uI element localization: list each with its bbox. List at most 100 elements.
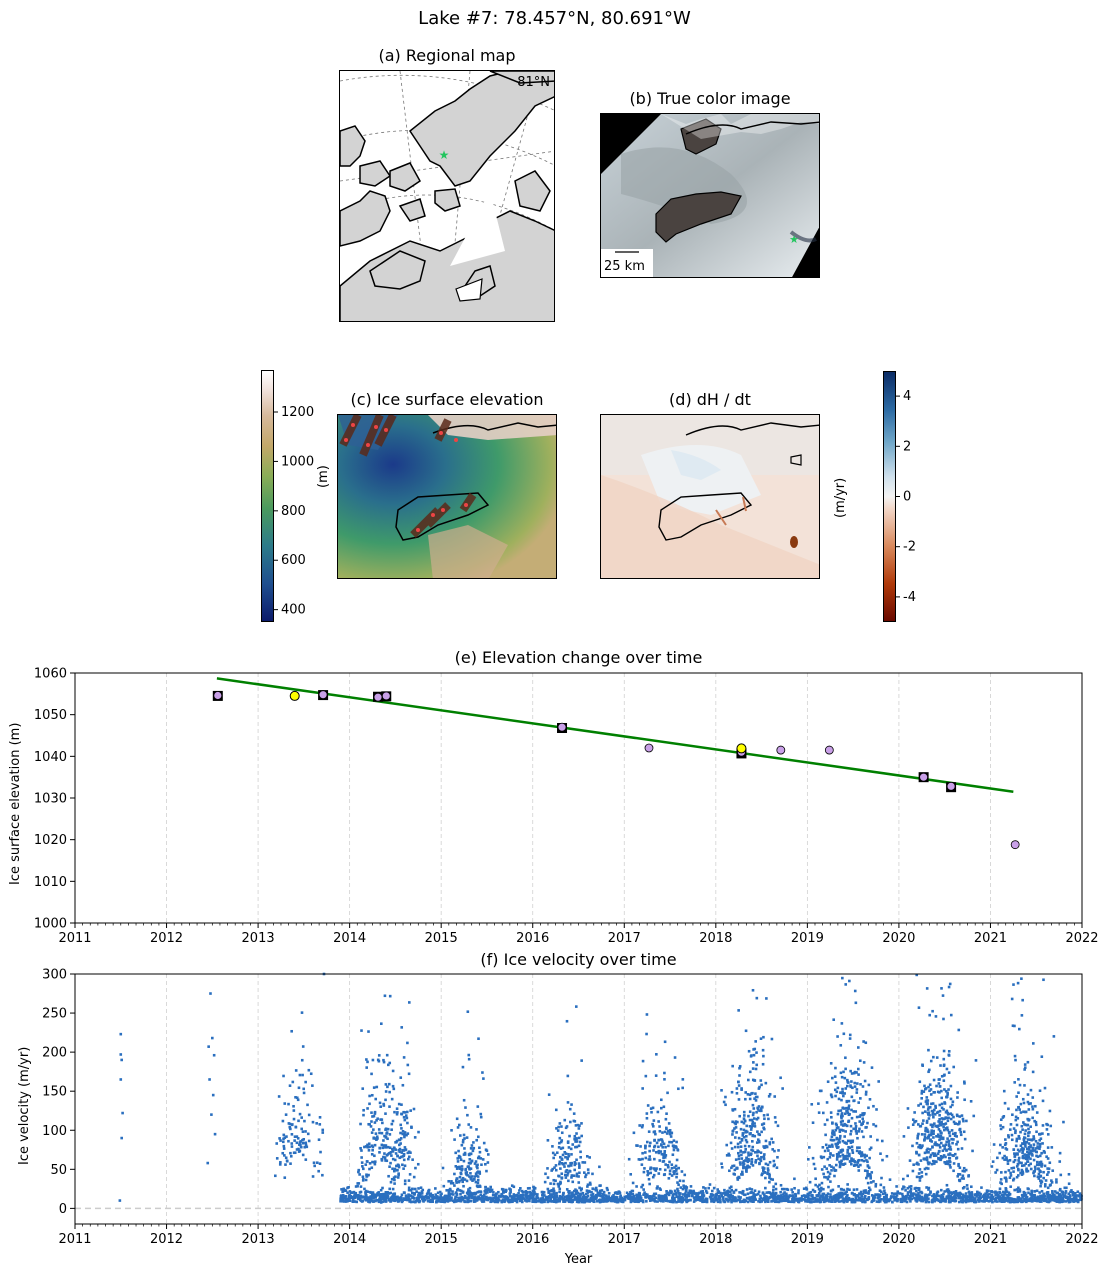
velocity-point <box>812 1162 816 1166</box>
chart-e-ylabel: Ice surface elevation (m) <box>8 722 23 885</box>
velocity-point <box>775 1166 779 1169</box>
velocity-point <box>667 1177 671 1180</box>
velocity-point <box>664 1145 667 1149</box>
velocity-point <box>598 1189 602 1193</box>
velocity-point <box>571 1198 575 1202</box>
velocity-point <box>939 1064 942 1067</box>
velocity-point <box>867 1106 870 1110</box>
velocity-point <box>390 1198 394 1201</box>
velocity-point <box>465 1179 469 1183</box>
velocity-point <box>1030 1189 1033 1193</box>
velocity-point <box>470 1177 473 1181</box>
velocity-point <box>958 1166 962 1170</box>
velocity-point <box>721 1196 725 1200</box>
velocity-point <box>931 1123 935 1127</box>
velocity-point <box>740 1087 743 1090</box>
velocity-point <box>392 1199 396 1202</box>
velocity-point <box>863 1156 867 1159</box>
velocity-point <box>478 1185 482 1188</box>
velocity-point <box>469 1167 473 1170</box>
velocity-point <box>457 1149 460 1153</box>
velocity-point <box>844 983 848 986</box>
velocity-point <box>478 1146 481 1150</box>
velocity-point <box>917 1163 920 1166</box>
velocity-point <box>393 1169 396 1173</box>
velocity-point <box>1003 1198 1007 1202</box>
velocity-point <box>852 1110 855 1113</box>
velocity-point <box>841 976 844 980</box>
velocity-point <box>794 1194 798 1198</box>
velocity-point <box>321 1128 325 1132</box>
velocity-point <box>462 1098 466 1102</box>
velocity-point <box>691 1190 695 1194</box>
velocity-point <box>833 1131 836 1134</box>
velocity-point <box>494 1195 498 1199</box>
velocity-point <box>885 1193 889 1197</box>
velocity-point <box>379 1195 382 1199</box>
velocity-point <box>755 1095 759 1099</box>
velocity-point <box>743 1150 747 1154</box>
velocity-point <box>519 1187 522 1190</box>
velocity-point <box>633 1199 637 1203</box>
colorbar-tick-label: -2 <box>903 540 916 555</box>
velocity-point <box>118 1199 122 1202</box>
velocity-point <box>579 1155 582 1159</box>
velocity-point <box>652 1192 656 1196</box>
velocity-point <box>570 1192 573 1196</box>
velocity-point <box>925 1186 928 1189</box>
velocity-point <box>826 1118 829 1122</box>
velocity-point <box>290 1145 294 1148</box>
velocity-point <box>774 1187 778 1191</box>
velocity-point <box>784 1195 788 1199</box>
y-tick-label: 300 <box>42 968 67 983</box>
velocity-point <box>739 1127 743 1131</box>
velocity-point <box>417 1191 421 1195</box>
velocity-point <box>855 1188 859 1191</box>
velocity-point <box>752 1117 756 1120</box>
velocity-point <box>701 1195 704 1199</box>
velocity-point <box>921 1111 924 1115</box>
velocity-point <box>932 1129 935 1133</box>
velocity-point <box>750 1148 753 1152</box>
velocity-point <box>926 1193 930 1197</box>
velocity-point <box>791 1191 794 1194</box>
velocity-point <box>307 1113 311 1117</box>
velocity-point <box>793 1186 796 1190</box>
velocity-point <box>881 1158 884 1162</box>
velocity-point <box>663 1150 667 1153</box>
velocity-point <box>748 1093 752 1097</box>
velocity-point <box>479 1157 483 1160</box>
velocity-point <box>763 1193 766 1196</box>
velocity-point <box>299 1143 302 1147</box>
velocity-point <box>663 1156 667 1159</box>
velocity-point <box>575 1189 579 1193</box>
velocity-point <box>943 1160 946 1164</box>
velocity-point <box>507 1198 511 1202</box>
velocity-point <box>645 1112 649 1115</box>
velocity-point <box>925 1156 929 1159</box>
velocity-point <box>275 1157 279 1160</box>
velocity-point <box>837 1145 840 1149</box>
velocity-point <box>726 1194 730 1197</box>
velocity-point <box>567 1189 571 1193</box>
velocity-point <box>822 1192 826 1196</box>
velocity-point <box>773 1149 776 1153</box>
velocity-point <box>583 1171 586 1174</box>
velocity-point <box>390 1154 393 1157</box>
velocity-point <box>720 1194 724 1198</box>
velocity-point <box>833 1196 836 1200</box>
velocity-point <box>926 1130 930 1134</box>
velocity-point <box>387 1152 391 1155</box>
velocity-point <box>849 1160 852 1163</box>
velocity-point <box>591 1196 594 1200</box>
velocity-point <box>575 1132 578 1135</box>
velocity-point <box>738 1074 741 1077</box>
velocity-point <box>688 1190 692 1193</box>
velocity-point <box>412 1107 416 1111</box>
velocity-point <box>820 1168 824 1171</box>
velocity-point <box>682 1184 685 1188</box>
velocity-point <box>1023 1192 1027 1196</box>
velocity-point <box>455 1192 458 1196</box>
velocity-point <box>574 1188 577 1191</box>
velocity-point <box>382 1139 385 1142</box>
